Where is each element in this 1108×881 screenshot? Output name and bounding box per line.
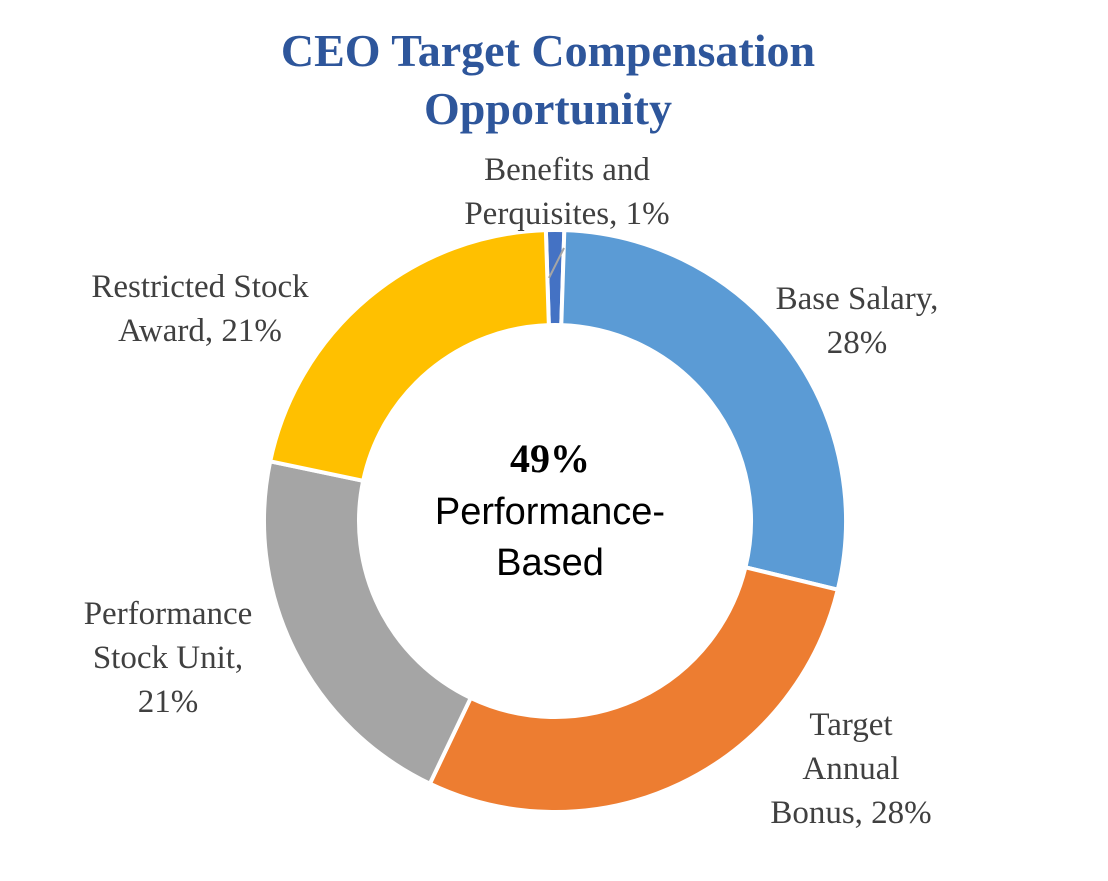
slice-performance-stock-unit: [262, 458, 474, 787]
data-label-line: Target: [809, 707, 892, 743]
data-label-line: Base Salary,: [776, 281, 939, 317]
data-label-line: Restricted Stock: [91, 269, 309, 305]
chart-title-line-1: CEO Target Compensation: [281, 25, 815, 76]
data-label-line: 28%: [827, 325, 888, 361]
data-label-line: Performance: [84, 596, 253, 632]
data-label-line: Perquisites, 1%: [464, 196, 669, 232]
data-label-line: Bonus, 28%: [770, 795, 931, 831]
data-label-line: Benefits and: [484, 152, 650, 188]
data-label-performance-stock-unit: Performance Stock Unit, 21%: [84, 596, 253, 720]
chart-title-line-2: Opportunity: [424, 83, 672, 134]
data-label-line: Award, 21%: [118, 313, 282, 349]
data-label-base-salary: Base Salary, 28%: [776, 281, 939, 361]
slice-base-salary: [559, 228, 848, 593]
data-label-benefits-and-perquisites: Benefits and Perquisites, 1%: [464, 152, 669, 232]
data-label-line: Stock Unit,: [93, 640, 243, 676]
center-label-line-2: Based: [496, 542, 604, 584]
slice-restricted-stock-award: [267, 228, 551, 484]
data-labels: Benefits and Perquisites, 1% Base Salary, 2…: [84, 152, 939, 831]
data-label-restricted-stock-award: Restricted Stock Award, 21%: [91, 269, 309, 349]
donut-slices: [262, 228, 848, 814]
slice-target-annual-bonus: [427, 564, 841, 814]
data-label-target-annual-bonus: Target Annual Bonus, 28%: [770, 707, 931, 831]
center-value: 49%: [510, 436, 590, 481]
leader-line: [548, 247, 565, 279]
center-label-line-1: Performance-: [435, 491, 665, 533]
data-label-line: 21%: [138, 684, 199, 720]
data-label-line: Annual: [802, 751, 899, 787]
